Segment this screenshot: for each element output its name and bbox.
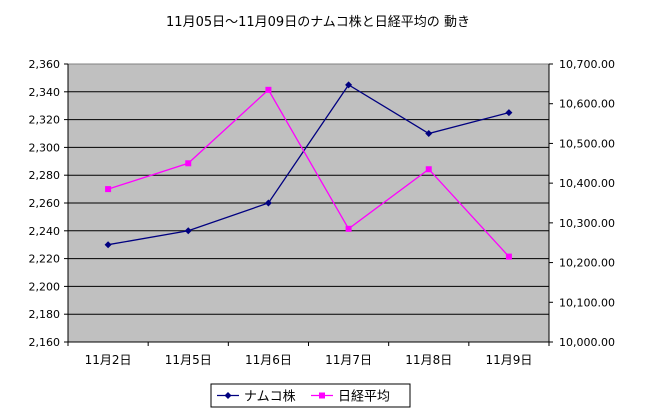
- left-tick-label: 2,180: [29, 308, 61, 321]
- data-point-square: [425, 166, 432, 173]
- left-tick-label: 2,260: [29, 197, 61, 210]
- right-y-axis: 10,000.00 10,100.00 10,200.00 10,300.00 10,4…: [548, 58, 615, 349]
- x-tick-label: 11月9日: [485, 353, 532, 367]
- x-tick-label: 11月2日: [85, 353, 132, 367]
- left-tick-label: 2,200: [29, 280, 61, 293]
- left-tick-label: 2,320: [29, 114, 61, 127]
- right-tick-label: 10,700.00: [559, 58, 615, 71]
- x-tick-label: 11月5日: [165, 353, 212, 367]
- data-point-diamond: [505, 109, 513, 117]
- left-tick-label: 2,340: [29, 86, 61, 99]
- left-tick-label: 2,360: [29, 58, 61, 71]
- x-tick-label: 11月6日: [245, 353, 292, 367]
- data-point-diamond: [184, 227, 192, 235]
- x-axis: 11月2日 11月5日 11月6日 11月7日 11月8日 11月9日: [67, 341, 550, 367]
- right-tick-label: 10,100.00: [559, 296, 615, 309]
- data-point-diamond: [104, 241, 112, 249]
- legend-label: 日経平均: [338, 390, 390, 405]
- left-tick-label: 2,240: [29, 225, 61, 238]
- data-point-diamond: [345, 81, 353, 89]
- right-tick-label: 10,000.00: [559, 336, 615, 349]
- right-tick-label: 10,600.00: [559, 98, 615, 111]
- legend: ナムコ株 日経平均: [210, 383, 411, 408]
- legend-label: ナムコ株: [244, 390, 296, 405]
- x-tick-label: 11月8日: [405, 353, 452, 367]
- left-tick-label: 2,280: [29, 169, 61, 182]
- data-point-square: [265, 86, 272, 93]
- legend-marker-diamond: [224, 392, 232, 399]
- data-point-square: [105, 186, 112, 193]
- left-y-axis: 2,160 2,180 2,200 2,220 2,240 2,260 2,280 2,300…: [29, 58, 69, 349]
- data-point-diamond: [264, 199, 272, 207]
- data-point-square: [185, 160, 192, 167]
- right-tick-label: 10,400.00: [559, 177, 615, 190]
- left-tick-label: 2,220: [29, 253, 61, 266]
- plot-area: [67, 63, 550, 343]
- data-point-square: [345, 225, 352, 232]
- right-tick-label: 10,500.00: [559, 137, 615, 150]
- right-tick-label: 10,300.00: [559, 217, 615, 230]
- x-tick-label: 11月7日: [325, 353, 372, 367]
- series-line-1: [107, 83, 510, 246]
- left-tick-label: 2,300: [29, 141, 61, 154]
- left-tick-label: 2,160: [29, 336, 61, 349]
- data-point-square: [505, 253, 512, 260]
- right-tick-label: 10,200.00: [559, 257, 615, 270]
- series-line-2: [107, 88, 510, 258]
- legend-box: [210, 383, 411, 408]
- series-layer: [104, 81, 513, 260]
- legend-marker-square: [319, 392, 325, 399]
- chart-title: 11月05日～11月09日のナムコ株と日経平均の 動き: [166, 15, 470, 30]
- data-point-diamond: [425, 130, 433, 137]
